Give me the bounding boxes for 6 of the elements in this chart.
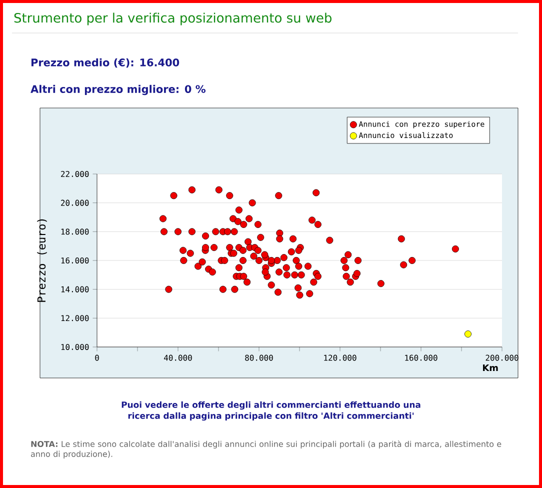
x-axis-title: Km: [483, 364, 498, 372]
text: Prezzo medio (€): 16.400: [31, 58, 180, 68]
chart-title: Strumento per la verifica posizionamento su web: [14, 12, 332, 26]
text: Altri con prezzo migliore: 0 %: [30, 84, 206, 96]
text: Puoi vedere le offerte degli altri commercianti effettuando una ricerca dalla pagina principale con filtro 'Altri commercianti': [122, 401, 420, 421]
y-axis-title: Prezzo (euro): [37, 219, 47, 302]
